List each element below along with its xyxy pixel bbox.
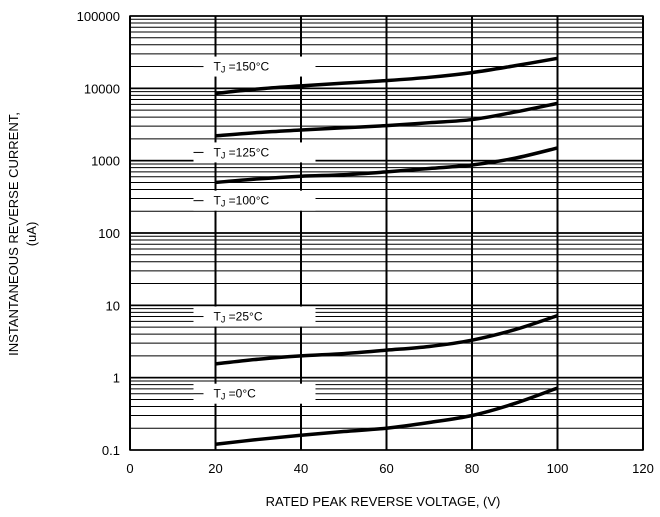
y-tick-label: 10 <box>106 298 120 313</box>
x-tick-label: 100 <box>547 461 569 476</box>
y-axis-title-line1: INSTANTANEOUS REVERSE CURRENT, <box>6 112 21 356</box>
curve-label: TJ =150°C <box>214 60 270 75</box>
x-tick-label: 60 <box>379 461 393 476</box>
y-tick-label: 1000 <box>91 154 120 169</box>
series-line <box>215 386 559 447</box>
curve-label: TJ =0°C <box>214 387 257 402</box>
curve-label: TJ =100°C <box>214 194 270 209</box>
y-axis-ticks: 0.1 1 10 100 1000 10000 100000 <box>77 9 120 458</box>
curve-label: TJ =125°C <box>214 145 270 160</box>
curve-label-group: TJ =150°C TJ =125°C TJ =100°C TJ =25°C TJ =0… <box>193 56 316 404</box>
curve-label-box <box>193 142 316 163</box>
x-tick-label: 120 <box>632 461 654 476</box>
x-tick-label: 20 <box>208 461 222 476</box>
curve-label-box <box>193 190 316 211</box>
x-axis-title: RATED PEAK REVERSE VOLTAGE, (V) <box>266 494 501 509</box>
curve-label-box <box>193 306 316 327</box>
plot-area-frame <box>129 15 644 451</box>
curve-label: TJ =25°C <box>214 310 263 325</box>
series-line <box>215 101 558 138</box>
y-tick-label: 1 <box>113 371 120 386</box>
curve-label-box <box>193 383 316 404</box>
series-line <box>215 56 558 96</box>
y-tick-label: 10000 <box>84 81 120 96</box>
x-axis-ticks: 0 20 40 60 80 100 120 <box>126 461 653 476</box>
y-axis-title-line2: (uA) <box>24 222 39 247</box>
x-tick-label: 0 <box>126 461 133 476</box>
x-tick-label: 40 <box>294 461 308 476</box>
y-tick-label: 0.1 <box>102 443 120 458</box>
series-line <box>215 313 559 366</box>
y-tick-label: 100000 <box>77 9 120 24</box>
curve-label-box <box>193 56 316 77</box>
x-tick-label: 80 <box>465 461 479 476</box>
series-group <box>215 56 559 447</box>
series-line <box>215 146 558 185</box>
y-tick-label: 100 <box>98 226 120 241</box>
